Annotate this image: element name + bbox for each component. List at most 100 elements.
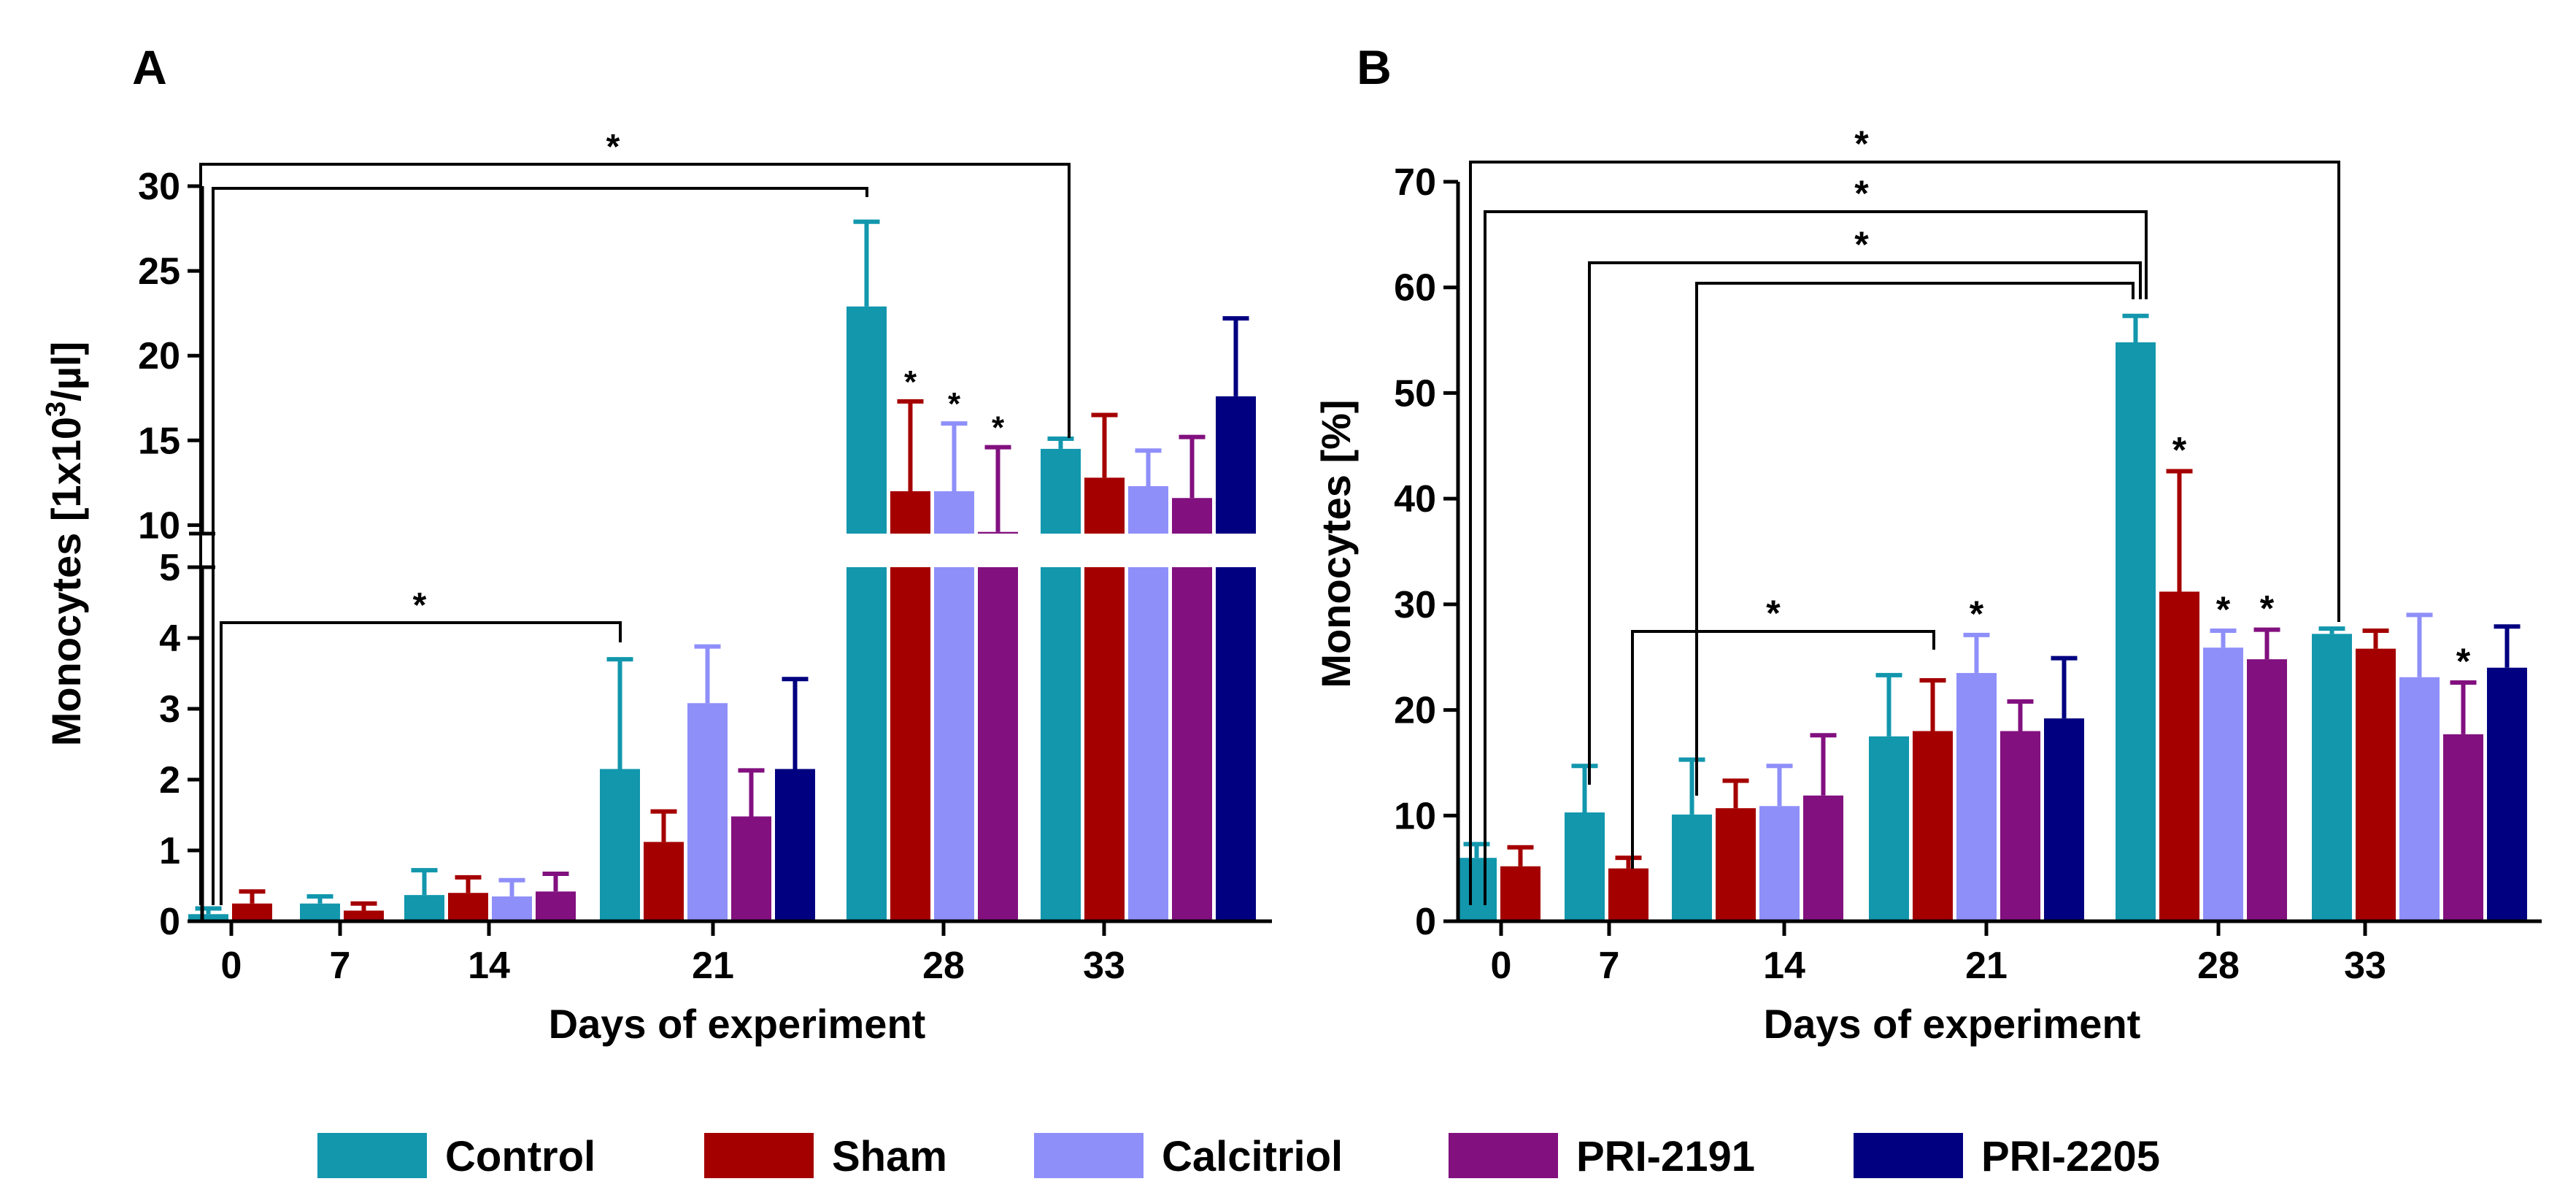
bar-a-day33-pri-2205-upper [1216, 396, 1256, 534]
significance-star-b-2: * [1854, 173, 1869, 214]
bar-a-day28-pri-2191-upper [978, 531, 1018, 534]
legend-swatch-pri-2191 [1449, 1133, 1558, 1178]
bar-b-day14-sham [1716, 808, 1756, 921]
bar-a-day28-pri-2191-lower [978, 567, 1018, 921]
significance-star-a-1: * [606, 128, 620, 166]
bar-a-day28-control-upper [847, 306, 887, 534]
legend-swatch-sham [704, 1133, 814, 1178]
significance-bracket-b-3 [1588, 261, 2142, 785]
x-axis-label-b: Days of experiment [1764, 1001, 2141, 1047]
panel-label-a: A [132, 40, 167, 94]
xtick-label-a-28: 28 [922, 945, 965, 987]
bar-b-day28-pri-2191 [2247, 659, 2287, 921]
bar-a-day33-pri-2205-lower [1216, 567, 1256, 921]
bar-a-day33-pri-2191-upper [1172, 498, 1212, 534]
xtick-label-a-7: 7 [330, 945, 351, 987]
bar-a-day28-sham-upper [890, 491, 930, 534]
ytick-label-b-30: 30 [1394, 584, 1436, 626]
y-axis-label-b: Monocytes [%] [1313, 399, 1359, 688]
significance-star-b-3: * [1854, 224, 1869, 265]
ytick-label-a-5: 5 [159, 547, 180, 589]
ytick-label-b-40: 40 [1394, 478, 1436, 520]
bar-b-day28-sham [2159, 591, 2199, 921]
xtick-label-b-28: 28 [2197, 945, 2240, 987]
ytick-label-a-25: 25 [138, 250, 180, 293]
panel-label-b: B [1357, 40, 1392, 94]
bar-a-day21-sham [644, 842, 684, 921]
legend-label-sham: Sham [832, 1133, 947, 1180]
bar-a-day7-control [300, 903, 340, 921]
xtick-label-a-33: 33 [1083, 945, 1125, 987]
ytick-label-b-20: 20 [1394, 690, 1436, 732]
bar-a-day21-pri-2205 [775, 769, 815, 921]
bar-a-day14-calcitriol [492, 896, 532, 921]
star-b-day28-calcitriol: * [2216, 589, 2231, 630]
ytick-label-a-15: 15 [138, 420, 180, 462]
significance-bracket-a-1 [199, 163, 1071, 905]
star-a-day28-calcitriol: * [948, 386, 961, 422]
bar-b-day14-pri-2191 [1803, 795, 1843, 921]
bar-b-day7-control [1565, 812, 1605, 921]
ytick-label-a-3: 3 [159, 688, 180, 731]
ytick-label-b-60: 60 [1394, 267, 1436, 310]
bar-b-day7-sham [1608, 868, 1648, 921]
bar-a-day28-calcitriol-upper [934, 491, 974, 534]
ytick-label-a-4: 4 [159, 618, 180, 660]
bar-b-day14-calcitriol [1759, 806, 1800, 921]
bar-b-day33-pri-2191 [2443, 734, 2483, 921]
bar-a-day33-calcitriol-lower [1128, 567, 1168, 921]
ytick-label-a-1: 1 [159, 830, 180, 872]
bar-b-day28-control [2116, 342, 2156, 922]
xtick-label-a-21: 21 [692, 945, 734, 987]
bar-b-day33-sham [2356, 648, 2396, 921]
bar-b-day21-pri-2205 [2044, 718, 2084, 921]
bar-b-day14-control [1672, 814, 1712, 921]
legend-swatch-control [317, 1133, 427, 1178]
star-b-day33-pri-2191: * [2456, 641, 2471, 682]
bar-a-day33-pri-2191-lower [1172, 567, 1212, 921]
xtick-label-b-33: 33 [2344, 945, 2386, 987]
legend-label-control: Control [445, 1133, 595, 1180]
ytick-label-b-50: 50 [1394, 372, 1436, 415]
star-a-day28-sham: * [904, 364, 917, 400]
significance-bracket-b-2 [1484, 210, 2148, 905]
star-a-day28-pri-2191: * [992, 410, 1005, 446]
ytick-label-b-0: 0 [1415, 901, 1436, 943]
bar-b-day33-pri-2205 [2487, 667, 2527, 921]
legend-label-pri-2191: PRI-2191 [1576, 1133, 1755, 1180]
xtick-label-a-0: 0 [221, 945, 242, 987]
significance-star-a-3: * [413, 586, 427, 625]
bar-a-day14-pri-2191 [536, 891, 576, 921]
significance-bracket-a-3 [220, 621, 622, 905]
bar-a-day0-control [188, 914, 228, 921]
significance-bracket-a-2 [212, 187, 868, 905]
ytick-label-a-30: 30 [138, 166, 180, 208]
star-b-day28-pri-2191: * [2260, 588, 2275, 629]
bar-a-day33-calcitriol-upper [1128, 485, 1168, 534]
legend-swatch-calcitriol [1034, 1133, 1144, 1178]
star-b-day28-sham: * [2172, 430, 2187, 471]
bar-a-day28-sham-lower [890, 567, 930, 921]
ytick-label-a-10: 10 [138, 504, 180, 547]
significance-bracket-b-5 [1631, 630, 1935, 869]
significance-bracket-b-4 [1695, 282, 2135, 796]
bar-a-day28-control-lower [847, 567, 887, 921]
xtick-label-b-0: 0 [1491, 945, 1512, 987]
ytick-label-b-70: 70 [1394, 161, 1436, 204]
significance-star-b-5: * [1766, 593, 1781, 634]
ytick-label-b-10: 10 [1394, 795, 1436, 837]
bar-b-day21-pri-2191 [2000, 731, 2040, 921]
bar-a-day0-sham [232, 903, 272, 921]
ytick-label-a-2: 2 [159, 759, 180, 802]
bar-a-day33-control-lower [1041, 567, 1081, 921]
bar-a-day7-sham [344, 910, 384, 921]
panel-b: B * * * * * 0 10 20 30 40 50 60 70 0 7 14 21 28 33 Days of e… [1313, 40, 2542, 1047]
bar-a-day28-calcitriol-lower [934, 567, 974, 921]
xtick-label-b-7: 7 [1599, 945, 1620, 987]
bar-b-day21-control [1869, 736, 1909, 921]
bar-a-day21-pri-2191 [731, 816, 771, 921]
bar-a-day14-sham [448, 893, 488, 921]
bar-b-day28-calcitriol [2203, 647, 2243, 921]
xtick-label-a-14: 14 [468, 945, 510, 987]
